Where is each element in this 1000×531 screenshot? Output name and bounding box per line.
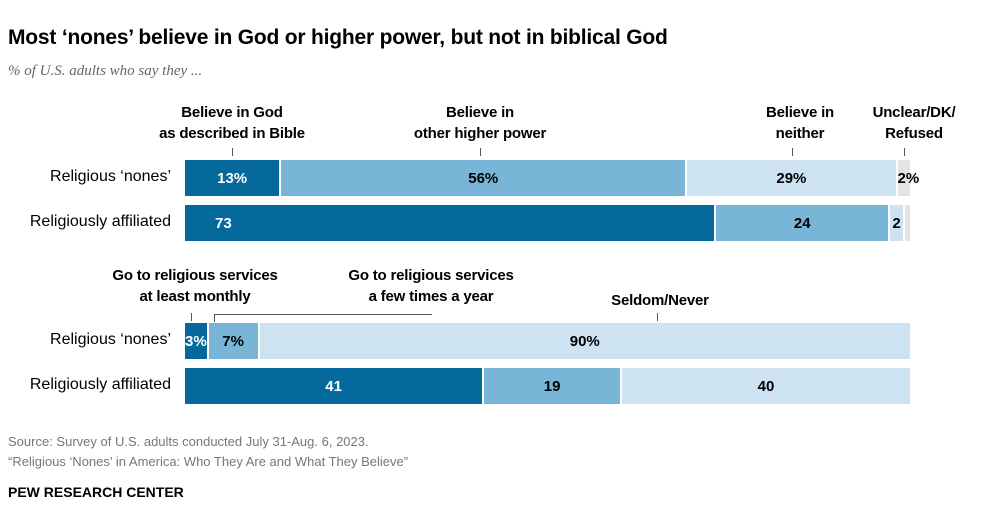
leader-tick [480, 148, 481, 156]
data-label: 29% [776, 169, 807, 187]
bar-segment: 13% [185, 160, 280, 196]
data-label: 73 [215, 214, 232, 232]
header-line: as described in Bible [159, 125, 305, 142]
row-label: Religious ‘nones’ [50, 168, 171, 185]
bar-segment [904, 205, 910, 241]
header-line: Unclear/DK/ [872, 104, 956, 121]
bar-segment: 73 [185, 205, 715, 241]
header-line: Believe in [765, 104, 835, 121]
bar-segment: 40 [622, 368, 910, 404]
bar-segment: 56% [281, 160, 686, 196]
leader-tick [214, 314, 215, 322]
header-line: Believe in [445, 104, 515, 121]
header-seldom: Seldom/Never [611, 290, 709, 311]
row-label: Religiously affiliated [29, 213, 171, 230]
header-line: Seldom/Never [611, 292, 709, 309]
data-label: 3% [185, 332, 207, 350]
data-label: 56% [468, 169, 499, 187]
data-label: 13% [217, 169, 248, 187]
leader-tick [792, 148, 793, 156]
bar-segment: 3% [185, 323, 207, 359]
leader-tick [191, 313, 192, 321]
header-line: neither [775, 125, 825, 142]
row-label: Religious ‘nones’ [50, 331, 171, 348]
data-label: 7% [222, 332, 244, 350]
chart-subtitle: % of U.S. adults who say they ... [8, 63, 203, 79]
data-label: 41 [325, 377, 342, 395]
chart-title: Most ‘nones’ believe in God or higher po… [8, 26, 668, 49]
header-line: other higher power [413, 125, 547, 142]
header-neither: Believe in neither [766, 102, 834, 144]
leader-tick [904, 148, 905, 156]
header-line: Go to religious services [112, 267, 278, 284]
source-line: Source: Survey of U.S. adults conducted … [8, 434, 369, 449]
header-monthly: Go to religious services at least monthly [112, 265, 277, 307]
bar-segment: 29% [687, 160, 896, 196]
leader-tick [232, 148, 233, 156]
bar-segment: 90% [259, 323, 910, 359]
header-line: Go to religious services [348, 267, 514, 284]
bar-segment: 41 [185, 368, 483, 404]
bar-segment: 19 [484, 368, 620, 404]
header-line: Refused [885, 125, 943, 142]
brand-logo: PEW RESEARCH CENTER [8, 484, 184, 500]
source-report-title: “Religious ‘Nones’ in America: Who They … [8, 454, 409, 469]
bar-segment: 24 [716, 205, 889, 241]
leader-bracket [214, 314, 432, 315]
leader-tick [657, 313, 658, 321]
header-line: at least monthly [139, 288, 251, 305]
header-line: a few times a year [368, 288, 494, 305]
header-higher-power: Believe in other higher power [414, 102, 546, 144]
header-line: Believe in God [181, 104, 283, 121]
data-label: 2 [892, 214, 901, 232]
bar-segment: 2 [890, 205, 903, 241]
header-unclear: Unclear/DK/Refused [873, 102, 956, 144]
data-label: 19 [543, 377, 561, 395]
data-label: 2% [897, 169, 920, 187]
bar-segment: 2% [897, 160, 919, 196]
data-label: 40 [757, 377, 775, 395]
data-label: 90% [569, 332, 600, 350]
row-label: Religiously affiliated [29, 376, 171, 393]
header-few-times: Go to religious services a few times a ye… [348, 265, 513, 307]
source-note: Source: Survey of U.S. adults conducted … [8, 432, 408, 472]
header-bible-god: Believe in God as described in Bible [159, 102, 305, 144]
bar-segment: 7% [208, 323, 258, 359]
data-label: 24 [793, 214, 811, 232]
